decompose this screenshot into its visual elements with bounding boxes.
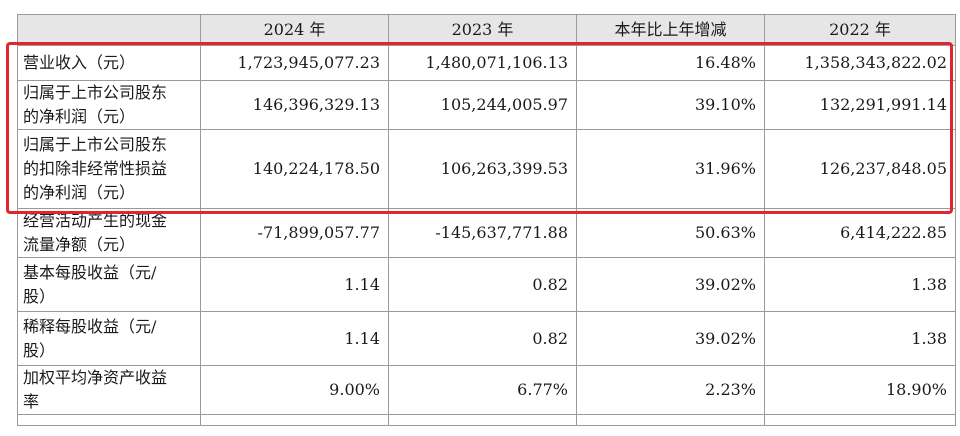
value-change: 16.48% [576,45,765,81]
label-line: 的净利润（元） [23,183,136,202]
row-label: 加权平均净资产收益 率 [17,365,201,415]
value-2022: 126,237,848.05 [764,129,956,209]
row-label: 基本每股收益（元/ 股） [17,257,201,312]
value-2024: 146,396,329.13 [200,80,389,130]
label-line: 率 [23,392,40,411]
label-line: 归属于上市公司股东 [23,135,168,154]
value-change: 2.23% [576,365,765,415]
label-line: 基本每股收益（元/ [23,262,157,282]
row-cutoff [17,414,956,426]
row-operating-cash-flow: 经营活动产生的现金 流量净额（元） -71,899,057.77 -145,63… [17,208,956,258]
row-weighted-roe: 加权平均净资产收益 率 9.00% 6.77% 2.23% 18.90% [17,365,956,415]
value-2023: 6.77% [388,365,577,415]
label-line: 的扣除非经常性损益 [23,159,168,178]
row-basic-eps: 基本每股收益（元/ 股） 1.14 0.82 39.02% 1.38 [17,257,956,312]
row-label: 归属于上市公司股东 的净利润（元） [17,80,201,130]
value-change: 39.02% [576,311,765,366]
row-diluted-eps: 稀释每股收益（元/ 股） 1.14 0.82 39.02% 1.38 [17,311,956,366]
empty-cell [388,414,577,426]
value-2022: 1.38 [764,311,956,366]
label-line: 经营活动产生的现金 [23,211,168,230]
header-row: 2024 年 2023 年 本年比上年增减 2022 年 [17,14,956,46]
row-label: 营业收入（元） [17,45,201,81]
value-2023: 1,480,071,106.13 [388,45,577,81]
value-change: 31.96% [576,129,765,209]
row-label: 稀释每股收益（元/ 股） [17,311,201,366]
value-change: 39.02% [576,257,765,312]
value-2024: 1.14 [200,311,389,366]
value-2023: 0.82 [388,311,577,366]
value-2023: -145,637,771.88 [388,208,577,258]
empty-cell [576,414,765,426]
previous-line-fragment [0,0,120,5]
value-2023: 0.82 [388,257,577,312]
financial-summary-table: 2024 年 2023 年 本年比上年增减 2022 年 营业收入（元） 1,7… [17,14,956,426]
value-2024: -71,899,057.77 [200,208,389,258]
header-2024: 2024 年 [200,14,389,46]
value-2024: 9.00% [200,365,389,415]
value-2024: 1,723,945,077.23 [200,45,389,81]
empty-cell [200,414,389,426]
label-line: 营业收入（元） [23,53,136,72]
header-label-cell [17,14,201,46]
row-operating-revenue: 营业收入（元） 1,723,945,077.23 1,480,071,106.1… [17,45,956,81]
value-2022: 1,358,343,822.02 [764,45,956,81]
value-2022: 18.90% [764,365,956,415]
header-change: 本年比上年增减 [576,14,765,46]
label-line: 股） [23,286,56,306]
row-net-profit: 归属于上市公司股东 的净利润（元） 146,396,329.13 105,244… [17,80,956,130]
value-2023: 106,263,399.53 [388,129,577,209]
value-2024: 140,224,178.50 [200,129,389,209]
label-line: 稀释每股收益（元/ [23,316,157,336]
value-2023: 105,244,005.97 [388,80,577,130]
header-2023: 2023 年 [388,14,577,46]
label-line: 归属于上市公司股东 [23,83,168,102]
label-line: 的净利润（元） [23,107,136,126]
value-2022: 1.38 [764,257,956,312]
label-line: 股） [23,340,56,360]
value-change: 39.10% [576,80,765,130]
label-line: 流量净额（元） [23,235,136,254]
row-net-profit-excl-nonrecurring: 归属于上市公司股东 的扣除非经常性损益 的净利润（元） 140,224,178.… [17,129,956,209]
value-2024: 1.14 [200,257,389,312]
value-2022: 6,414,222.85 [764,208,956,258]
header-2022: 2022 年 [764,14,956,46]
label-line: 加权平均净资产收益 [23,368,168,387]
value-2022: 132,291,991.14 [764,80,956,130]
row-label: 经营活动产生的现金 流量净额（元） [17,208,201,258]
empty-cell [17,414,201,426]
empty-cell [764,414,956,426]
value-change: 50.63% [576,208,765,258]
row-label: 归属于上市公司股东 的扣除非经常性损益 的净利润（元） [17,129,201,209]
